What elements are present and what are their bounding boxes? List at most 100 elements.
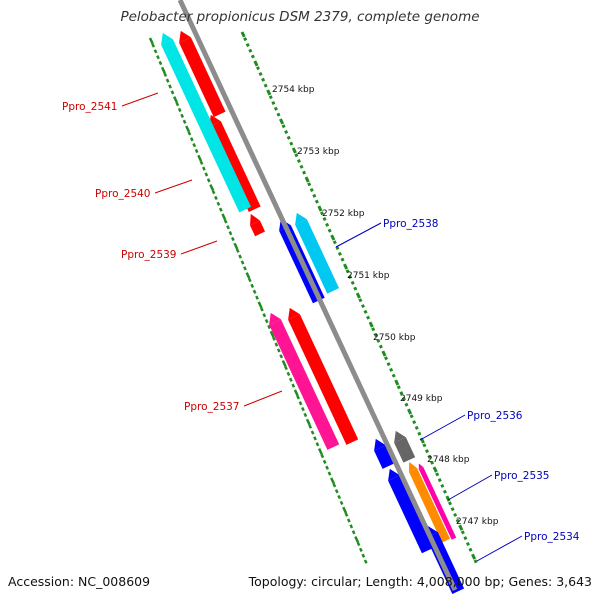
inner-tick xyxy=(349,524,354,529)
inner-tick xyxy=(216,201,221,206)
labels: 2754 kbp 2753 kbp 2752 kbp 2751 kbp 2750 kbp… xyxy=(62,85,580,562)
inner-tick xyxy=(330,477,335,485)
outer-tick xyxy=(250,54,255,59)
inner-tick xyxy=(327,471,332,476)
outer-tick xyxy=(471,553,477,560)
inner-tick xyxy=(197,154,203,162)
kbp-label: 2750 kbp xyxy=(373,333,416,343)
outer-tick xyxy=(409,414,414,419)
genome-title: Pelobacter propionicus DSM 2379, complet… xyxy=(120,9,480,25)
outer-tick xyxy=(312,193,317,198)
inner-tick xyxy=(334,489,339,494)
outer-tick xyxy=(435,472,440,477)
inner-tick xyxy=(250,283,255,289)
inner-tick xyxy=(151,43,156,48)
inner-tick xyxy=(296,395,300,400)
outer-tick xyxy=(284,130,289,134)
label-connector xyxy=(476,535,523,562)
inner-tick xyxy=(165,78,170,83)
kbp-label: 2747 kbp xyxy=(456,517,499,527)
outer-tick xyxy=(289,141,294,146)
inner-tick xyxy=(262,313,267,318)
red-feature-head xyxy=(250,213,260,226)
outer-tick xyxy=(363,309,368,314)
outer-tick xyxy=(340,257,345,262)
inner-tick xyxy=(255,295,259,300)
outer-tick xyxy=(427,454,432,459)
cyan-feature xyxy=(161,32,252,213)
outer-tick xyxy=(286,135,291,140)
magenta-feature xyxy=(418,463,457,540)
inner-tick xyxy=(288,377,293,382)
pink-feature-head xyxy=(269,312,281,325)
gene-label: Ppro_2536 xyxy=(467,410,523,422)
cyan-feature-head xyxy=(161,32,173,45)
gene-label: Ppro_2539 xyxy=(121,249,176,261)
inner-tick xyxy=(344,512,349,517)
inner-tick xyxy=(315,442,320,447)
outer-tick xyxy=(453,512,458,517)
inner-tick xyxy=(240,260,245,265)
outer-tick xyxy=(302,170,307,175)
cyan-feature-head xyxy=(295,212,307,225)
red-feature xyxy=(250,213,266,237)
label-connector xyxy=(419,414,466,441)
outer-tick xyxy=(330,234,336,241)
inner-tick xyxy=(182,119,187,124)
outer-tick xyxy=(296,159,301,164)
outer-tick xyxy=(320,211,325,216)
inner-tick xyxy=(235,248,240,253)
inner-tick xyxy=(170,90,175,95)
inner-tick xyxy=(313,436,317,441)
red-feature xyxy=(288,307,359,445)
blue-feature xyxy=(388,468,434,554)
cyan-feature xyxy=(295,212,340,294)
outer-tick xyxy=(455,518,460,523)
inner-tick xyxy=(194,148,199,154)
outer-tick xyxy=(381,350,387,357)
blue-feature-head xyxy=(388,468,400,481)
orange-feature-head xyxy=(408,461,418,472)
outer-tick xyxy=(432,466,438,473)
magenta-feature-head xyxy=(418,463,424,470)
inner-tick xyxy=(317,448,323,455)
red-feature-body xyxy=(209,121,261,212)
outer-tick xyxy=(322,217,327,222)
outer-tick xyxy=(404,402,409,407)
outer-tick xyxy=(371,327,376,332)
outer-tick xyxy=(343,263,349,270)
gene-label: Ppro_2535 xyxy=(494,470,549,482)
outer-tick xyxy=(348,275,353,280)
inner-tick xyxy=(226,225,230,230)
red-feature-head xyxy=(179,30,191,43)
red-feature-body xyxy=(288,314,359,445)
inner-tick xyxy=(320,453,325,459)
outer-tick xyxy=(355,292,361,299)
inner-tick xyxy=(163,72,168,77)
blue-feature-head xyxy=(374,438,386,451)
outer-tick xyxy=(258,71,263,76)
outer-tick xyxy=(256,66,260,71)
inner-tick xyxy=(168,84,172,89)
outer-tick xyxy=(279,118,285,125)
outer-tick xyxy=(345,269,350,274)
inner-tick xyxy=(153,49,158,54)
outer-tick xyxy=(468,547,473,552)
red-feature-body xyxy=(250,220,266,237)
cyan-feature-body xyxy=(295,219,340,294)
outer-tick xyxy=(450,507,455,512)
label-connector xyxy=(243,390,283,407)
outer-tick xyxy=(360,304,365,309)
label-connector xyxy=(154,179,193,194)
inner-tick xyxy=(238,254,242,259)
backbone-line xyxy=(177,0,458,592)
inner-tick xyxy=(356,541,361,547)
inner-tick xyxy=(214,195,218,201)
inner-tick xyxy=(322,459,327,464)
magenta-feature-body xyxy=(418,466,457,540)
inner-tick xyxy=(264,318,269,324)
gray-feature-body xyxy=(394,437,416,463)
inner-tick xyxy=(279,354,284,359)
outer-tick xyxy=(407,408,413,415)
label-connector xyxy=(180,240,218,255)
